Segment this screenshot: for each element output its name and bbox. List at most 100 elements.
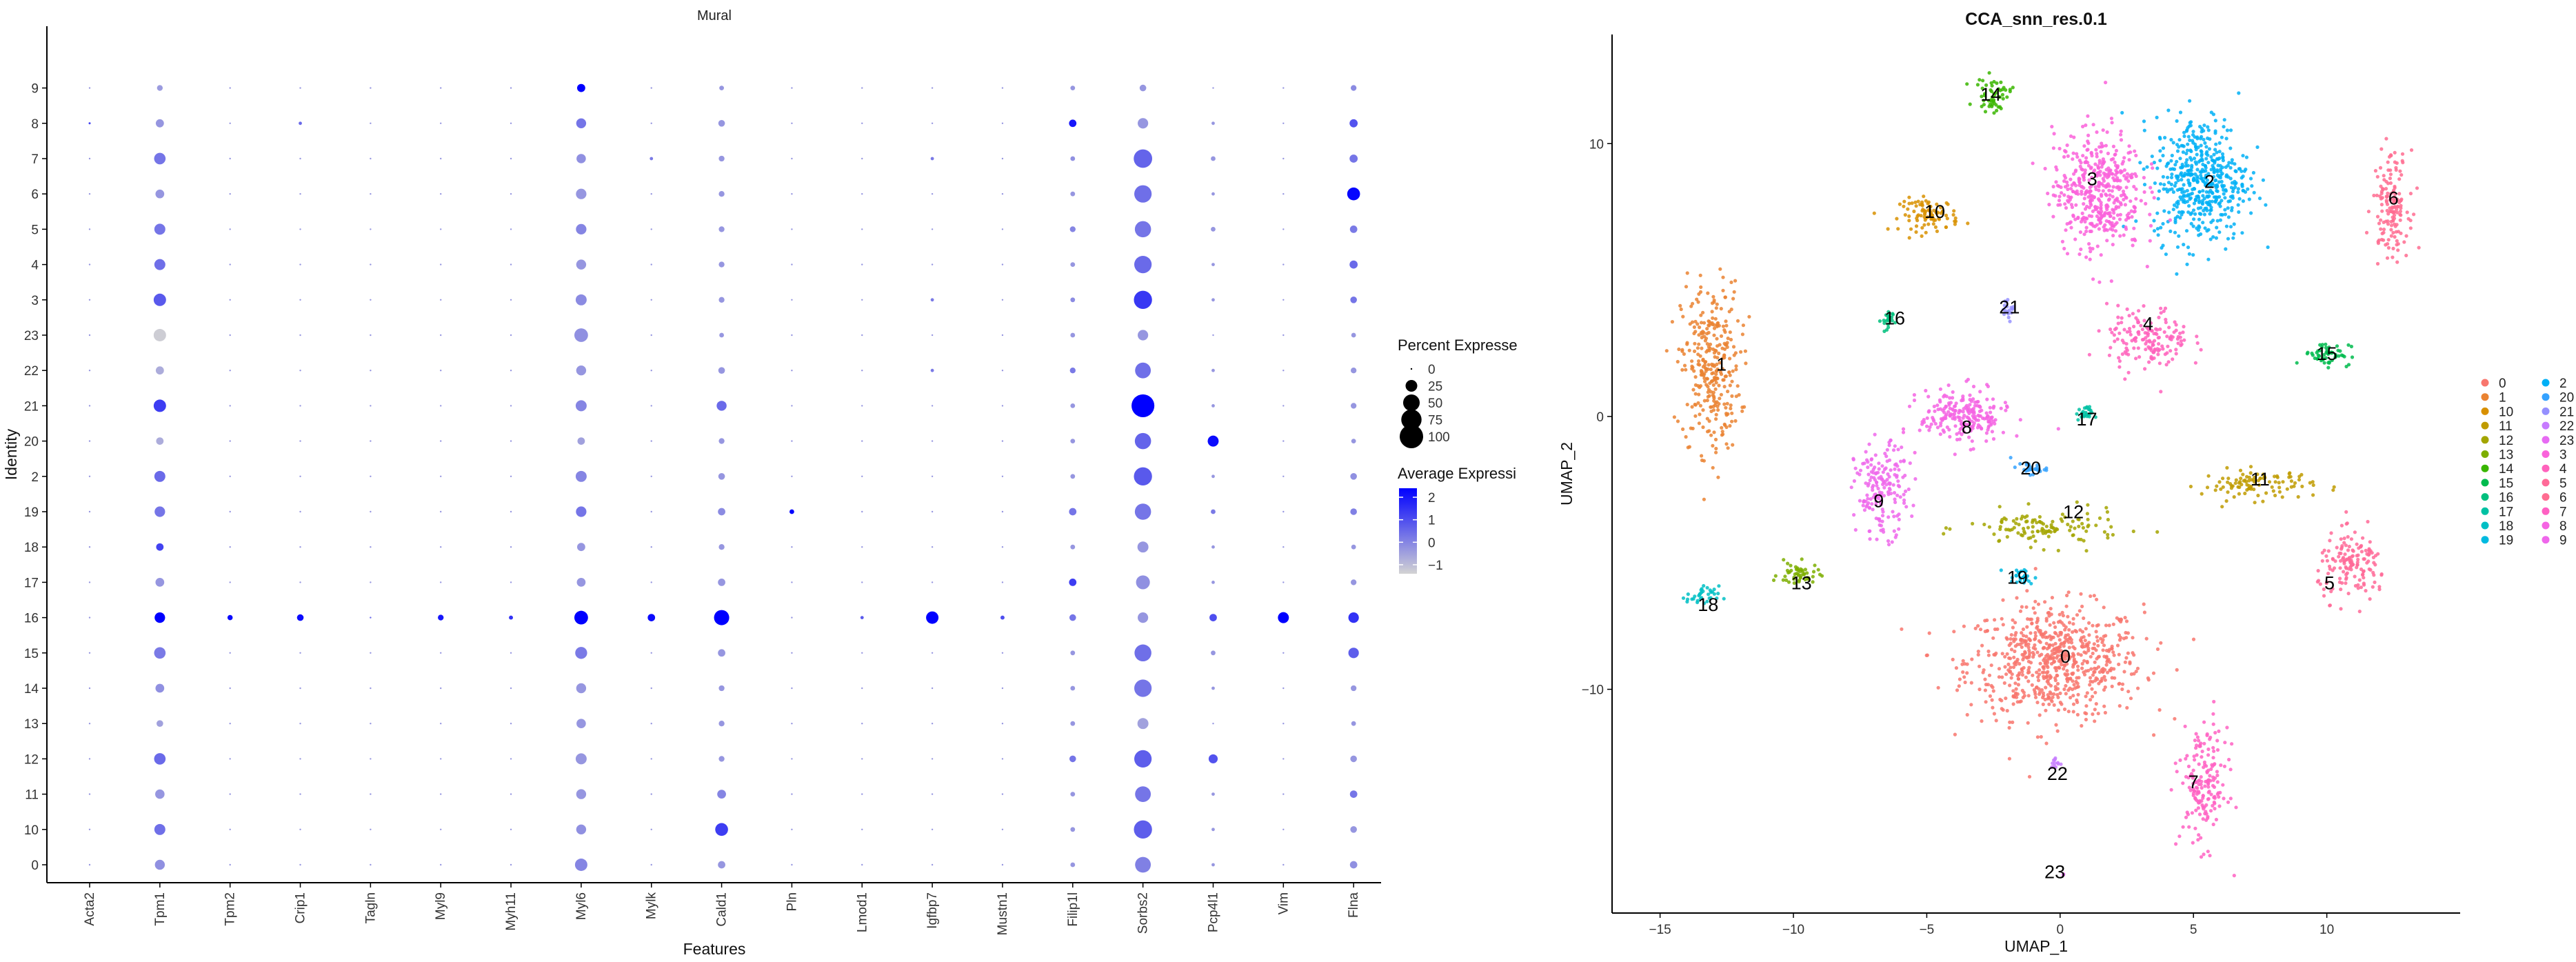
umap-point — [2208, 188, 2213, 192]
dot-Myh11-4 — [510, 263, 512, 265]
umap-point — [1799, 567, 1803, 571]
dot-Crip1-11 — [299, 793, 301, 795]
umap-point — [2042, 645, 2046, 650]
umap-point — [1712, 333, 1716, 337]
umap-point — [2222, 796, 2226, 801]
umap-point — [2011, 689, 2015, 693]
umap-point — [2082, 197, 2086, 201]
umap-point — [1889, 468, 1893, 472]
umap-point — [2022, 694, 2026, 698]
umap-point — [2129, 150, 2133, 154]
umap-point — [1710, 372, 1714, 376]
umap-point — [2329, 590, 2333, 594]
dot-Cald1-21 — [716, 401, 727, 411]
umap-point — [1875, 537, 1879, 541]
dot-Myh11-21 — [510, 405, 512, 407]
umap-point — [2217, 804, 2222, 808]
umap-point — [2182, 183, 2186, 187]
dot-Mustn1-11 — [1001, 793, 1004, 795]
umap-point — [2375, 174, 2379, 179]
umap-point — [2107, 170, 2111, 174]
umap-point — [2111, 185, 2115, 189]
umap-point — [1727, 310, 1731, 314]
umap-point — [2336, 348, 2340, 352]
dot-Igfbp7-13 — [931, 723, 934, 725]
umap-point — [2068, 528, 2072, 532]
umap-point — [2337, 554, 2341, 559]
umap-cluster-label: 8 — [1962, 417, 1972, 438]
umap-point — [1707, 323, 1711, 328]
umap-point — [1861, 503, 1865, 508]
umap-point — [2095, 639, 2100, 643]
dot-Myl9-23 — [440, 334, 442, 337]
umap-point — [1889, 315, 1894, 319]
umap-point — [1880, 519, 1884, 523]
umap-point — [2049, 683, 2053, 688]
umap-point — [1978, 664, 1982, 668]
umap-point — [2122, 233, 2126, 237]
dot-Mylk-15 — [650, 652, 652, 654]
avg-legend-label: 0 — [1428, 536, 1436, 550]
umap-point — [2088, 683, 2092, 687]
umap-point — [2004, 88, 2008, 92]
dot-Tpm1-7 — [154, 152, 166, 165]
umap-point — [2158, 159, 2162, 163]
umap-point — [2211, 722, 2215, 726]
y-tick-label: 8 — [31, 117, 39, 132]
umap-point — [2101, 144, 2105, 148]
umap-point — [2136, 346, 2140, 350]
umap-point — [2175, 272, 2179, 276]
umap-point — [1693, 414, 1698, 418]
umap-point — [2315, 350, 2319, 354]
umap-point — [2344, 522, 2348, 526]
umap-point — [2052, 764, 2056, 768]
umap-point — [1696, 401, 1700, 405]
umap-point — [2211, 174, 2216, 179]
umap-point — [2173, 230, 2177, 234]
umap-point — [2008, 657, 2013, 661]
umap-point — [2170, 153, 2174, 158]
umap-point — [2067, 645, 2071, 650]
umap-point — [2031, 530, 2035, 534]
umap-point — [1948, 527, 1952, 531]
umap-point — [2175, 119, 2179, 123]
umap-point — [1729, 280, 1733, 284]
umap-point — [2179, 343, 2183, 348]
dot-Sorbs2-7 — [1134, 149, 1153, 168]
umap-point — [2106, 517, 2110, 522]
umap-point — [2200, 154, 2204, 158]
dot-Tpm2-13 — [229, 723, 231, 725]
dotplot-chart: Mural01011121314151617181922021222334567… — [2, 8, 1517, 958]
umap-title: CCA_snn_res.0.1 — [1965, 10, 2107, 29]
umap-point — [2127, 326, 2132, 331]
umap-point — [1984, 83, 1989, 88]
umap-point — [2126, 651, 2130, 655]
umap-cluster-17 — [2075, 405, 2097, 422]
umap-point — [1984, 439, 1989, 443]
dot-Myl9-13 — [440, 723, 442, 725]
umap-point — [2086, 503, 2090, 507]
dot-Acta2-2 — [88, 475, 91, 477]
umap-point — [2378, 194, 2382, 199]
umap-point — [2397, 192, 2402, 196]
umap-point — [1722, 341, 1727, 345]
dot-Mustn1-7 — [1001, 157, 1004, 160]
dot-Tagln-20 — [370, 440, 372, 442]
umap-point — [2175, 174, 2180, 179]
umap-point — [2010, 672, 2014, 677]
umap-point — [2214, 236, 2218, 240]
umap-point — [2152, 161, 2156, 165]
umap-point — [2228, 768, 2233, 772]
dot-Tpm2-19 — [229, 510, 231, 513]
umap-point — [1866, 465, 1870, 470]
umap-point — [2017, 523, 2021, 527]
umap-point — [2088, 186, 2092, 190]
umap-legend-swatch — [2481, 436, 2489, 444]
umap-point — [2049, 675, 2053, 679]
umap-point — [1693, 349, 1697, 353]
umap-point — [1957, 684, 1961, 688]
umap-point — [2102, 688, 2106, 692]
umap-point — [2205, 733, 2209, 737]
umap-point — [2402, 240, 2406, 244]
umap-point — [2009, 648, 2014, 652]
